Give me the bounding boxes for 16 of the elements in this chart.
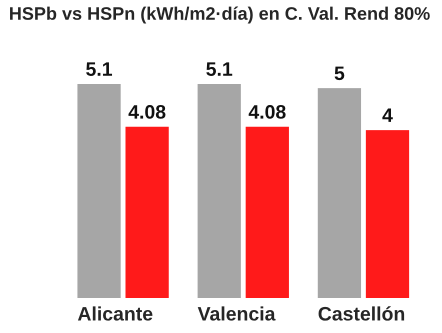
bar [366, 130, 410, 298]
data-label: 4.08 [128, 105, 166, 119]
data-label: 5.1 [86, 62, 112, 76]
bar [246, 126, 289, 298]
data-label: 4.08 [248, 105, 286, 119]
bar [318, 88, 362, 298]
x-tick-label: Alicante [78, 306, 152, 321]
data-label: 5.1 [206, 62, 232, 76]
bar [125, 126, 169, 298]
x-tick-label: Valencia [198, 306, 276, 321]
bar [77, 84, 121, 298]
x-tick-label: Castellón [318, 306, 404, 321]
bar [198, 84, 241, 298]
chart-title: HSPb vs HSPn (kWh/m2·día) en C. Val. Rend 80% [10, 6, 430, 24]
data-label: 5 [334, 66, 344, 80]
data-label: 4 [382, 108, 393, 122]
